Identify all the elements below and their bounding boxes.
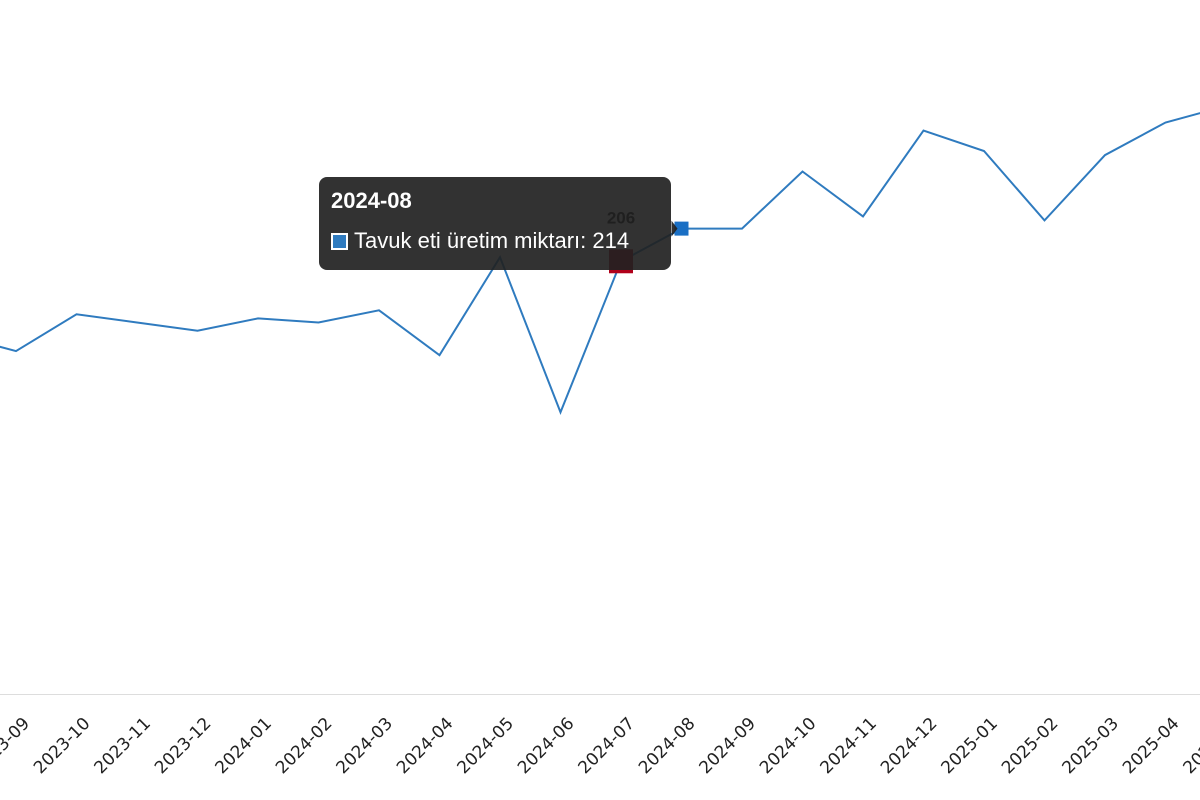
x-tick-label: 2024-10 [756, 714, 820, 778]
series-line-layer [0, 112, 1200, 416]
x-tick-label: 2024-08 [635, 714, 699, 778]
x-tick-label: 2023-09 [0, 714, 34, 778]
x-tick-label: 2024-07 [575, 714, 639, 778]
x-tick-label: 2025-02 [998, 714, 1062, 778]
x-tick-label: 2023-12 [151, 714, 215, 778]
tooltip-pointer [671, 220, 678, 237]
x-tick-label: 2024-02 [272, 714, 336, 778]
series-line [0, 112, 1200, 416]
highlight-point-marker [674, 221, 689, 236]
x-tick-label: 2025-05 [1180, 714, 1200, 778]
x-tick-label: 2024-09 [696, 714, 760, 778]
tooltip-series-label: Tavuk eti üretim miktarı: 214 [354, 228, 630, 253]
x-tick-label: 2024-05 [454, 714, 518, 778]
legend-swatch-icon [331, 232, 348, 250]
x-tick-label: 2023-10 [30, 714, 94, 778]
x-tick-label: 2025-04 [1119, 714, 1183, 778]
x-tick-label: 2024-01 [212, 714, 276, 778]
x-tick-label: 2023-11 [91, 714, 155, 778]
x-tick-label: 2024-04 [393, 714, 457, 778]
x-tick-label: 2024-06 [514, 714, 578, 778]
tooltip-series-row: Tavuk eti üretim miktarı: 214 [331, 228, 659, 254]
tooltip-title: 2024-08 [331, 188, 412, 213]
x-tick-labels: 2023-092023-102023-112023-122024-012024-… [0, 714, 1200, 778]
x-tick-label: 2024-03 [333, 714, 397, 778]
x-tick-label: 2025-03 [1059, 714, 1123, 778]
chart-tooltip: 2024-08 Tavuk eti üretim miktarı: 214 [319, 177, 671, 270]
x-tick-label: 2024-11 [817, 714, 881, 778]
x-tick-label: 2024-12 [877, 714, 941, 778]
x-tick-label: 2025-01 [938, 714, 1002, 778]
